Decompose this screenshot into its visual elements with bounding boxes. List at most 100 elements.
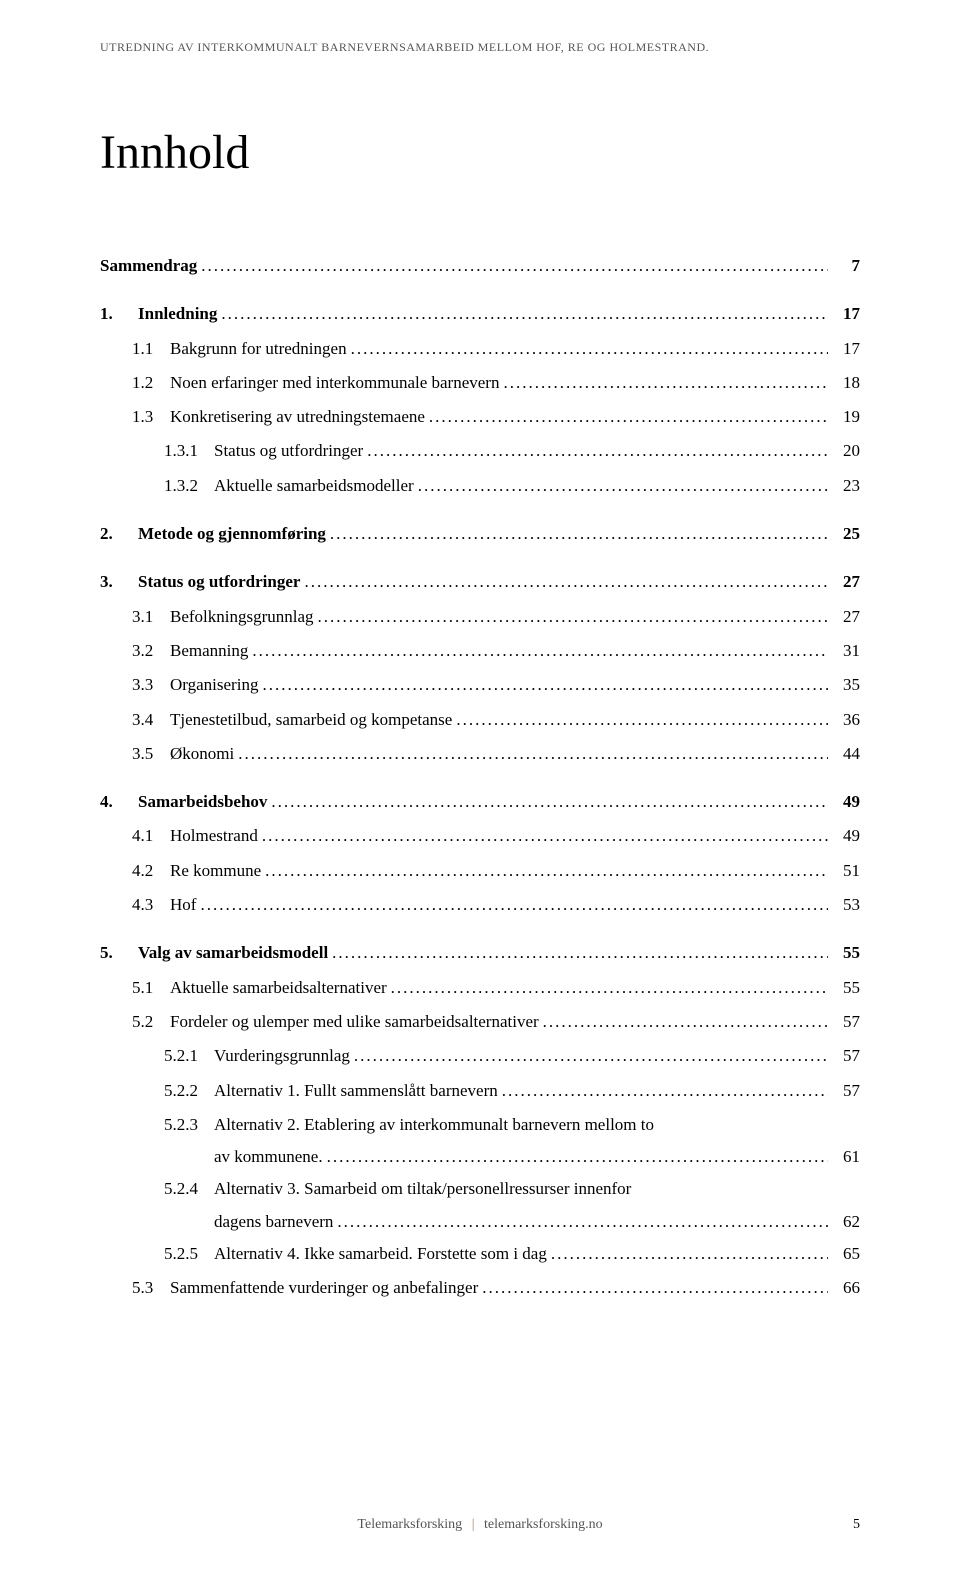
toc-entry: 5.2.1Vurderingsgrunnlag57 (100, 1040, 860, 1072)
toc-page: 18 (832, 367, 860, 399)
toc-number: 5.3 (132, 1272, 170, 1304)
toc-entry: 1.2Noen erfaringer med interkommunale ba… (100, 367, 860, 399)
toc-label: Organisering (170, 669, 258, 701)
toc-entry: 5.3Sammenfattende vurderinger og anbefal… (100, 1272, 860, 1304)
toc-page: 17 (832, 298, 860, 330)
toc-label: Konkretisering av utredningstemaene (170, 401, 425, 433)
toc-number: 1.1 (132, 333, 170, 365)
toc-page: 55 (832, 972, 860, 1004)
toc-entry: 3.2Bemanning31 (100, 635, 860, 667)
toc-page: 31 (832, 635, 860, 667)
toc-dots (543, 1006, 828, 1038)
toc-spacer (164, 1141, 214, 1173)
toc-entry: 4.2Re kommune51 (100, 855, 860, 887)
toc-label: Alternativ 1. Fullt sammenslått barnever… (214, 1075, 498, 1107)
toc-page: 51 (832, 855, 860, 887)
toc-number: 5.2.2 (164, 1075, 214, 1107)
toc-entry: 3.5Økonomi44 (100, 738, 860, 770)
toc-label: Innledning (138, 298, 217, 330)
toc-entry: 5.1Aktuelle samarbeidsalternativer 55 (100, 972, 860, 1004)
toc-entry: 3.3Organisering35 (100, 669, 860, 701)
toc-page: 17 (832, 333, 860, 365)
toc-label: Re kommune (170, 855, 261, 887)
toc-dots (238, 738, 828, 770)
toc-number: 1.3 (132, 401, 170, 433)
toc-page: 57 (832, 1040, 860, 1072)
toc-dots (367, 435, 828, 467)
toc-entry: 1.3.1Status og utfordringer20 (100, 435, 860, 467)
toc-dots (262, 820, 828, 852)
toc-dots (456, 704, 828, 736)
footer-url: telemarksforsking.no (484, 1517, 603, 1532)
toc-page: 23 (832, 470, 860, 502)
toc-label: Hof (170, 889, 196, 921)
toc-dots (418, 470, 828, 502)
toc-dots (252, 635, 828, 667)
toc-page: 35 (832, 669, 860, 701)
toc-dots (327, 1141, 828, 1173)
toc-number: 5.2.5 (164, 1238, 214, 1270)
toc-entry: 5.2.5Alternativ 4. Ikke samarbeid. Forst… (100, 1238, 860, 1270)
toc-label: Samarbeidsbehov (138, 786, 267, 818)
toc-page: 57 (832, 1075, 860, 1107)
toc-entry: 1.Innledning17 (100, 298, 860, 330)
page-title: Innhold (100, 125, 860, 180)
footer-org: Telemarksforsking (357, 1517, 462, 1532)
toc-page: 19 (832, 401, 860, 433)
toc-dots (200, 889, 828, 921)
toc-dots (503, 367, 828, 399)
toc-entry: 4.Samarbeidsbehov49 (100, 786, 860, 818)
toc-entry: Sammendrag7 (100, 250, 860, 282)
toc-page: 66 (832, 1272, 860, 1304)
toc-number: 4.1 (132, 820, 170, 852)
toc-number: 1.3.2 (164, 470, 214, 502)
toc-dots (354, 1040, 828, 1072)
toc-dots (265, 855, 828, 887)
toc-label: Fordeler og ulemper med ulike samarbeids… (170, 1006, 539, 1038)
toc-entry: 4.3Hof 53 (100, 889, 860, 921)
toc-page: 49 (832, 786, 860, 818)
toc-dots (330, 518, 828, 550)
toc-entry: 5.2.2Alternativ 1. Fullt sammenslått bar… (100, 1075, 860, 1107)
toc-label: Alternativ 4. Ikke samarbeid. Forstette … (214, 1238, 547, 1270)
toc-label: Befolkningsgrunnlag (170, 601, 314, 633)
toc-gap (100, 504, 860, 518)
toc-dots (304, 566, 828, 598)
toc-number: 2. (100, 518, 138, 550)
toc-dots (271, 786, 828, 818)
toc-gap (100, 552, 860, 566)
toc-entry: 1.3.2Aktuelle samarbeidsmodeller23 (100, 470, 860, 502)
document-page: UTREDNING AV INTERKOMMUNALT BARNEVERNSAM… (0, 0, 960, 1367)
toc-number: 4.3 (132, 889, 170, 921)
toc-spacer (164, 1206, 214, 1238)
toc-label: Aktuelle samarbeidsalternativer (170, 972, 387, 1004)
toc-entry: 2.Metode og gjennomføring 25 (100, 518, 860, 550)
toc-dots (482, 1272, 828, 1304)
toc-label: Status og utfordringer (214, 435, 363, 467)
toc-entry: 5.Valg av samarbeidsmodell55 (100, 937, 860, 969)
toc-dots (262, 669, 828, 701)
toc-entry: 3.Status og utfordringer27 (100, 566, 860, 598)
toc-page: 65 (832, 1238, 860, 1270)
toc-number: 5. (100, 937, 138, 969)
toc-page: 44 (832, 738, 860, 770)
toc-dots (502, 1075, 828, 1107)
footer-divider: | (472, 1517, 475, 1532)
toc-page: 25 (832, 518, 860, 550)
toc-page: 62 (832, 1206, 860, 1238)
toc-number: 5.1 (132, 972, 170, 1004)
toc-entry: 3.1Befolkningsgrunnlag27 (100, 601, 860, 633)
toc-gap (100, 284, 860, 298)
toc-dots (551, 1238, 828, 1270)
toc-dots (318, 601, 828, 633)
toc-dots (221, 298, 828, 330)
toc-label: Sammenfattende vurderinger og anbefaling… (170, 1272, 478, 1304)
toc-page: 53 (832, 889, 860, 921)
toc-label: av kommunene. (214, 1141, 323, 1173)
toc-gap (100, 772, 860, 786)
toc-number: 1.2 (132, 367, 170, 399)
toc-dots (429, 401, 828, 433)
toc-number: 3.5 (132, 738, 170, 770)
toc-label: Alternativ 2. Etablering av interkommuna… (214, 1109, 654, 1141)
toc-label: Metode og gjennomføring (138, 518, 326, 550)
